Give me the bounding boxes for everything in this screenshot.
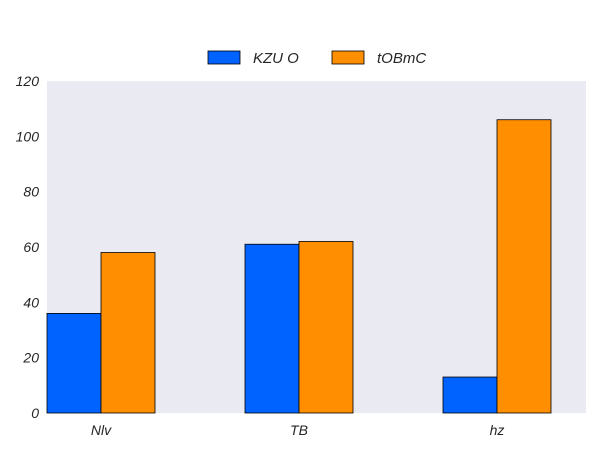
- y-tick-label: 20: [22, 350, 39, 366]
- legend-label: KZU O: [253, 50, 299, 67]
- legend-swatch: [208, 51, 240, 64]
- y-tick-label: 40: [23, 294, 39, 310]
- bar-hz-series-2: [497, 120, 551, 413]
- legend-swatch: [332, 51, 364, 64]
- bar-tb-series-1: [245, 244, 299, 413]
- bar-nlv-series-2: [101, 253, 155, 413]
- y-tick-label: 80: [23, 184, 39, 200]
- bar-tb-series-2: [299, 241, 353, 413]
- legend: KZU O tOBmC: [208, 50, 426, 67]
- legend-label: tOBmC: [377, 50, 426, 67]
- x-tick-label: hz: [490, 422, 505, 438]
- y-tick-label: 0: [31, 405, 39, 421]
- y-tick-label: 60: [23, 239, 39, 255]
- y-axis-ticks: 0 20 40 60 80 100 120: [16, 73, 40, 421]
- x-tick-label: TB: [290, 422, 308, 438]
- bar-nlv-series-1: [47, 313, 101, 413]
- x-tick-label: Nlv: [91, 422, 112, 438]
- bar-hz-series-1: [443, 377, 497, 413]
- y-tick-label: 120: [16, 73, 40, 89]
- x-axis-ticks: Nlv TB hz: [91, 422, 505, 438]
- y-tick-label: 100: [16, 128, 40, 144]
